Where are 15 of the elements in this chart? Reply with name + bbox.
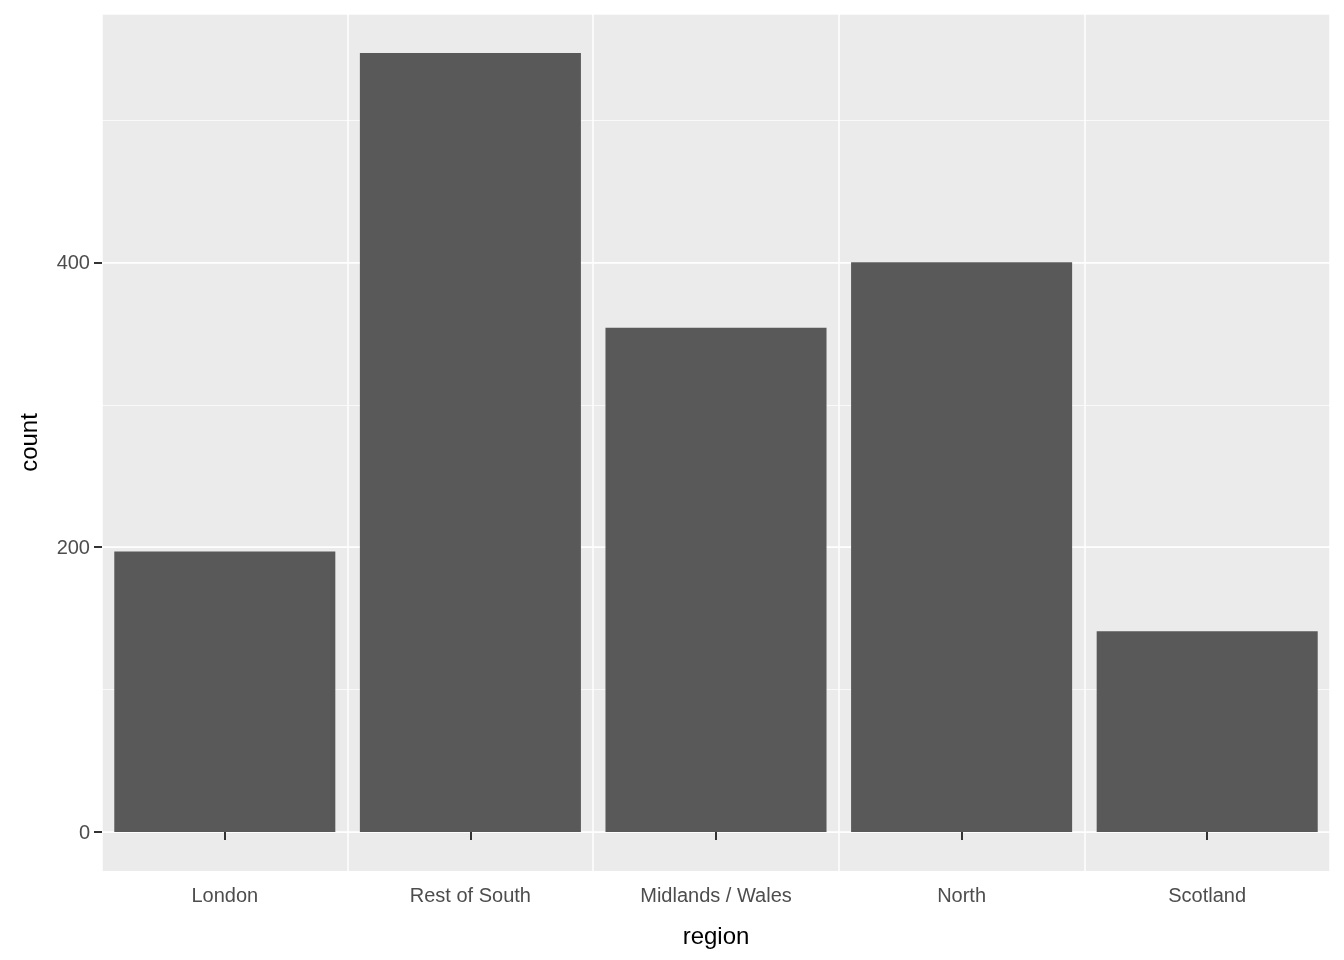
bar: [114, 551, 336, 833]
y-tick-label: 200: [56, 536, 90, 559]
x-tick-label: Rest of South: [409, 884, 531, 906]
bar: [605, 327, 827, 833]
bar: [359, 52, 581, 833]
y-axis-title: count: [14, 412, 42, 472]
x-tick-label: Midlands / Wales: [640, 884, 792, 906]
y-tick-label: 400: [56, 251, 90, 274]
bar: [851, 262, 1073, 833]
x-tick-label: Scotland: [1168, 884, 1247, 906]
x-tick-label: London: [191, 884, 259, 906]
x-axis-title: region: [682, 921, 750, 949]
x-tick-label: North: [937, 884, 987, 906]
y-tick-label: 0: [78, 821, 90, 844]
bar: [1096, 631, 1318, 833]
